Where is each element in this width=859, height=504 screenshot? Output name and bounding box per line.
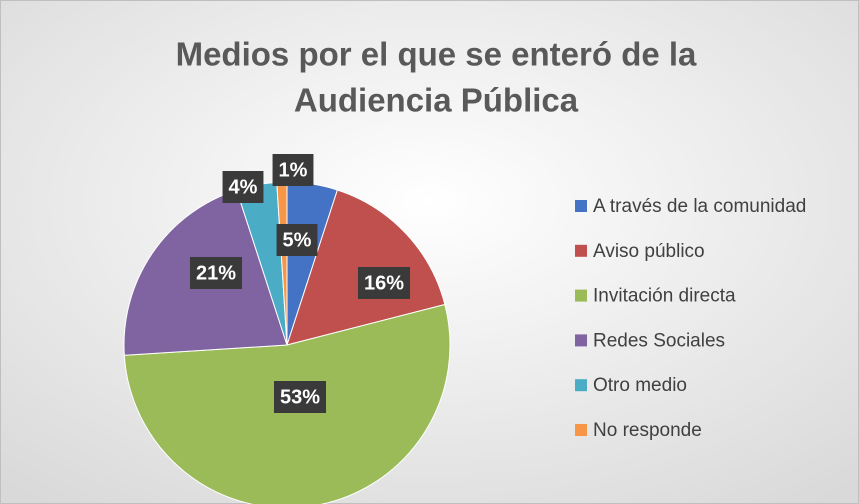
- legend-label: Invitación directa: [593, 286, 736, 307]
- data-label-box: [357, 267, 411, 299]
- data-label: 53%: [280, 386, 320, 408]
- legend-swatch: [575, 334, 587, 347]
- chart-title: Audiencia Pública: [294, 82, 579, 119]
- data-label: 21%: [196, 262, 236, 284]
- data-label-box: [189, 257, 243, 289]
- legend-label: Otro medio: [593, 375, 687, 396]
- data-label-box: [276, 224, 318, 256]
- legend-swatch: [575, 289, 587, 302]
- legend-swatch: [575, 379, 587, 392]
- data-label: 1%: [279, 159, 308, 181]
- legend-label: Redes Sociales: [593, 330, 725, 351]
- legend-swatch: [575, 200, 587, 212]
- legend-label: No responde: [593, 420, 702, 441]
- legend-swatch: [575, 424, 587, 436]
- data-label-box: [222, 171, 264, 203]
- data-label-box: [273, 381, 327, 413]
- legend: A través de la comunidad Aviso público Inv…: [575, 196, 806, 441]
- legend-label: A través de la comunidad: [593, 196, 806, 217]
- chart-title: Medios por el que se enteró de la: [176, 36, 697, 73]
- legend-label: Aviso público: [593, 241, 705, 262]
- data-label: 16%: [364, 272, 404, 294]
- data-labels: 5% 16% 53% 21% 4% 1%: [189, 154, 411, 413]
- legend-swatch: [575, 244, 587, 257]
- data-label: 4%: [229, 176, 258, 198]
- data-label: 5%: [283, 229, 312, 251]
- data-label-box: [272, 154, 314, 186]
